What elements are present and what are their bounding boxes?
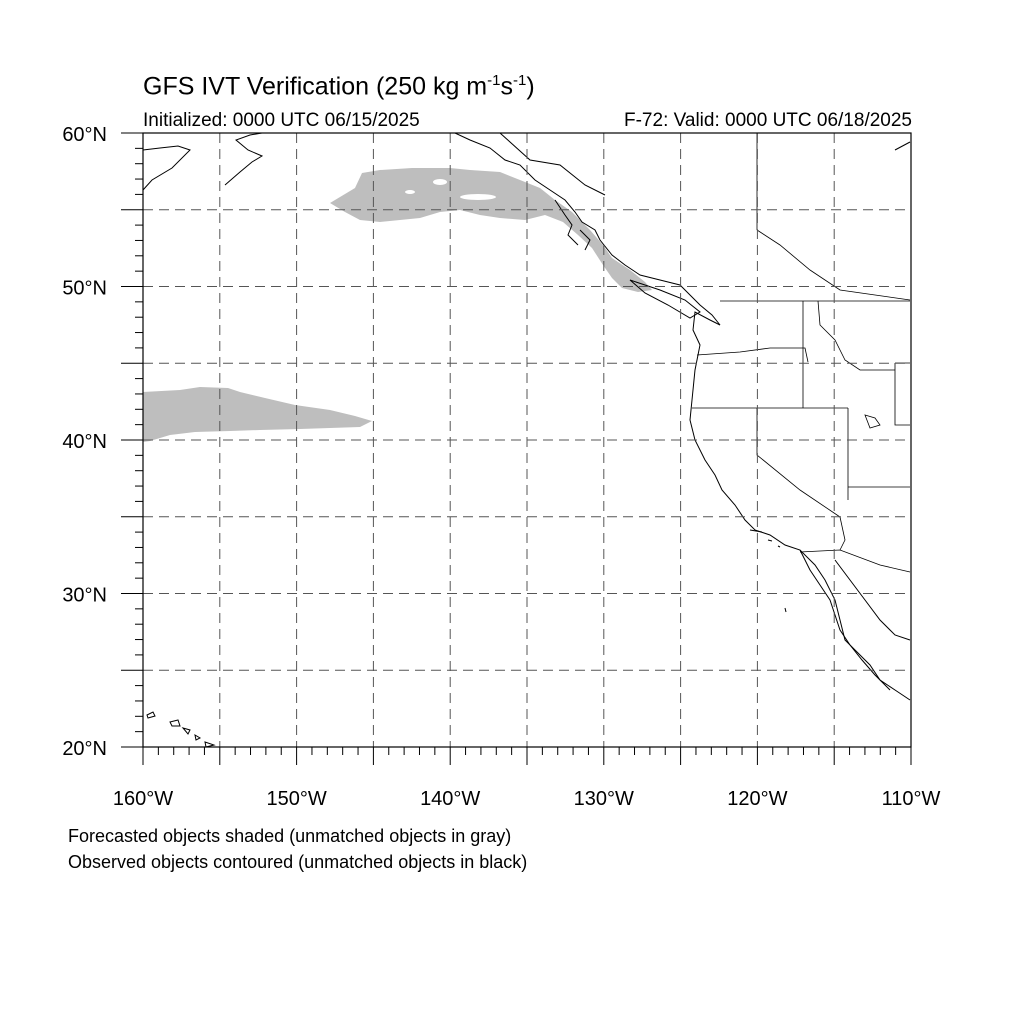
border-idaho-montana bbox=[817, 300, 895, 371]
political-borders bbox=[692, 133, 911, 573]
valid-time-label: F-72: Valid: 0000 UTC 06/18/2025 bbox=[624, 110, 912, 131]
lat-label: 50°N bbox=[62, 278, 107, 300]
legend-note-forecast: Forecasted objects shaded (unmatched obj… bbox=[68, 826, 512, 846]
axis-ticks bbox=[121, 132, 912, 765]
forecast-object-gulf-of-alaska bbox=[330, 168, 652, 292]
channel-islands bbox=[749, 529, 787, 613]
border-wyoming bbox=[894, 362, 910, 426]
lon-label: 110°W bbox=[882, 788, 941, 810]
lat-labels: 20°N 30°N 40°N 50°N 60°N bbox=[62, 124, 107, 760]
great-salt-lake bbox=[864, 414, 881, 429]
forecast-hole bbox=[433, 179, 447, 185]
forecast-object-holes bbox=[405, 179, 496, 200]
forecast-object-central-pacific bbox=[143, 387, 372, 442]
border-california-nevada bbox=[756, 408, 841, 518]
lat-label: 40°N bbox=[62, 431, 107, 453]
coast-hudson-area bbox=[894, 141, 911, 151]
lon-label: 130°W bbox=[574, 788, 634, 810]
coast-alaska-west bbox=[142, 145, 191, 191]
lon-label: 120°W bbox=[727, 788, 787, 810]
lon-label: 140°W bbox=[420, 788, 480, 810]
lat-label: 60°N bbox=[62, 124, 107, 146]
gridlines bbox=[143, 133, 911, 747]
border-us-mexico bbox=[799, 549, 911, 573]
hawaii-islands bbox=[146, 711, 216, 748]
legend-note-observed: Observed objects contoured (unmatched ob… bbox=[68, 852, 528, 872]
coast-alaska-peninsula bbox=[224, 132, 264, 186]
forecast-hole bbox=[460, 194, 496, 200]
coastlines bbox=[142, 132, 911, 748]
forecast-hole bbox=[405, 190, 415, 194]
lat-label: 20°N bbox=[62, 738, 107, 760]
coast-gulf-of-california bbox=[834, 559, 911, 641]
coast-baja bbox=[799, 549, 891, 691]
coast-alaska-south bbox=[262, 132, 721, 326]
initialized-label: Initialized: 0000 UTC 06/15/2025 bbox=[143, 110, 420, 131]
lat-label: 30°N bbox=[62, 585, 107, 607]
border-washington-oregon bbox=[696, 347, 809, 363]
border-alaska-canada bbox=[756, 133, 911, 301]
coast-alaska-north-edge bbox=[499, 132, 606, 196]
lon-label: 160°W bbox=[113, 788, 173, 810]
lon-label: 150°W bbox=[266, 788, 326, 810]
border-colorado-river bbox=[839, 516, 846, 551]
lon-labels: 160°W 150°W 140°W 130°W 120°W 110°W bbox=[113, 788, 941, 810]
forecast-objects bbox=[143, 168, 652, 442]
chart-title: GFS IVT Verification (250 kg m-1s-1) bbox=[143, 72, 535, 101]
